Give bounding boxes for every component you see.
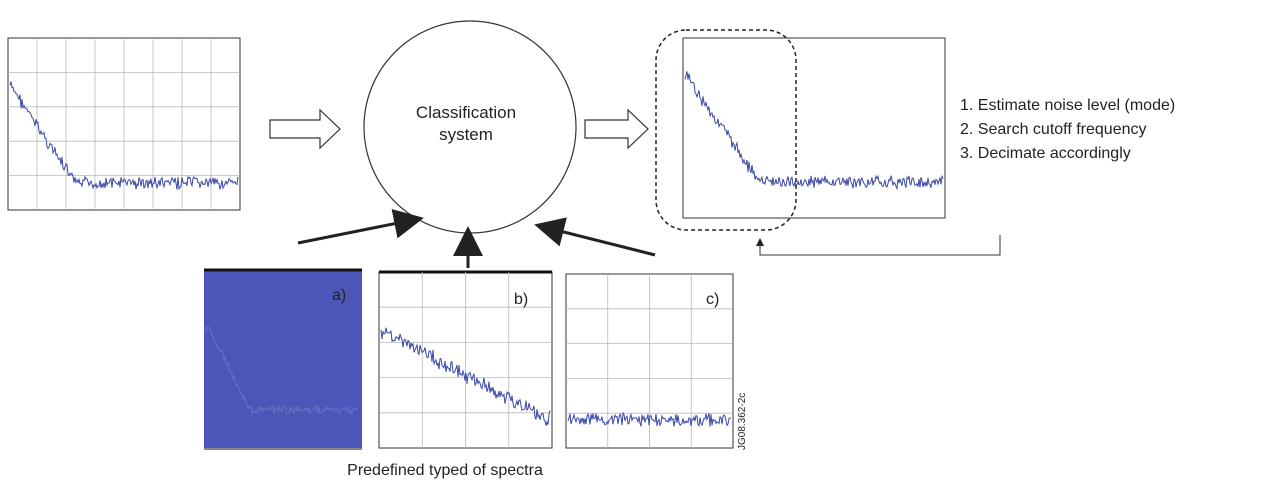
figure-code: JG08.362-2c xyxy=(737,393,748,450)
input-spectrum-trace xyxy=(9,81,239,191)
classifier-label-line1: Classification xyxy=(416,103,516,122)
output-spectrum-plot xyxy=(655,29,946,231)
output-spectrum-trace xyxy=(684,71,944,191)
input-spectrum-plot xyxy=(7,37,241,211)
spectrum-type-b-panel: b) xyxy=(378,270,553,449)
spectrum-type-c-panel: c) xyxy=(565,273,734,449)
step-2: 2. Search cutoff frequency xyxy=(960,121,1146,138)
panel-c-trace xyxy=(567,411,732,427)
bottom-caption: Predefined typed of spectra xyxy=(347,462,543,479)
classification-system-node: Classification system xyxy=(363,20,577,234)
feedback-connector xyxy=(756,235,1001,256)
panel-a-label: a) xyxy=(332,287,346,304)
panel-b-trace xyxy=(380,327,551,426)
arrow-panel-c-to-classifier xyxy=(534,217,656,257)
panel-a-trace xyxy=(205,326,359,416)
cutoff-selection-highlight xyxy=(655,29,797,231)
arrow-panel-a-to-classifier xyxy=(297,208,424,245)
processing-steps: 1. Estimate noise level (mode) 2. Search… xyxy=(960,97,1175,162)
panel-b-label: b) xyxy=(514,291,528,308)
panel-c-label: c) xyxy=(706,291,719,308)
flow-arrow-to-classifier xyxy=(269,108,341,150)
panel-a-background xyxy=(204,270,362,448)
step-3: 3. Decimate accordingly xyxy=(960,145,1131,162)
spectrum-type-a-panel: a) xyxy=(204,268,362,450)
classifier-label-line2: system xyxy=(439,125,493,144)
flow-arrow-to-output xyxy=(584,108,649,150)
step-1: 1. Estimate noise level (mode) xyxy=(960,97,1175,114)
output-plot-frame xyxy=(682,37,946,219)
